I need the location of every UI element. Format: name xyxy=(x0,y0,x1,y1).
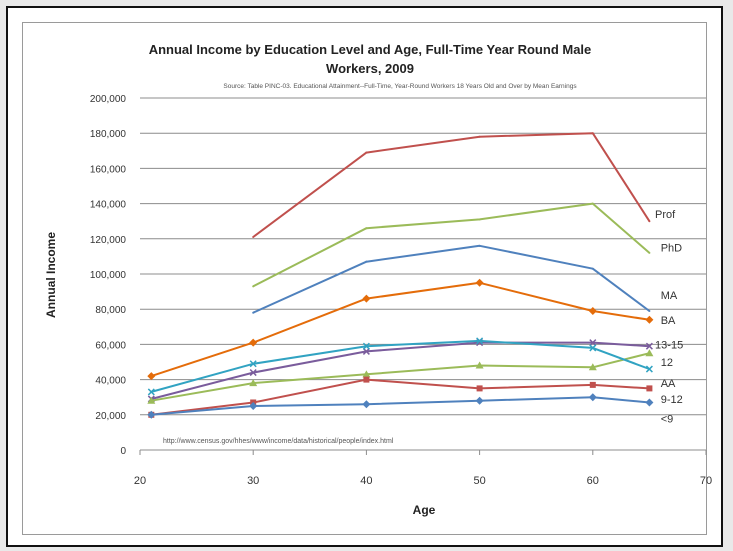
data-point xyxy=(365,260,368,263)
data-point xyxy=(476,337,484,345)
chart-title-line1: Annual Income by Education Level and Age… xyxy=(149,42,592,57)
x-tick-label: 30 xyxy=(247,475,259,487)
data-point xyxy=(147,388,155,396)
series-Prof xyxy=(252,132,651,239)
series-BA xyxy=(147,278,654,381)
data-point xyxy=(249,379,258,387)
data-point xyxy=(249,369,257,377)
series-line xyxy=(151,396,650,416)
y-tick-label: 160,000 xyxy=(90,164,127,175)
data-point xyxy=(645,398,654,407)
series-label-layer: Prof PhD MA BA 13-15 12 AA 9-12 <9 xyxy=(655,209,683,425)
series-line xyxy=(151,341,650,400)
data-point xyxy=(362,342,370,350)
data-point xyxy=(648,220,651,223)
series-end-label: BA xyxy=(661,315,676,327)
data-point xyxy=(645,315,654,324)
y-tick-label: 60,000 xyxy=(95,340,126,351)
data-point xyxy=(588,363,597,371)
series-end-label: MA xyxy=(661,290,678,302)
series-PhD xyxy=(252,202,651,288)
y-tick-label: 180,000 xyxy=(90,129,127,140)
series-end-label: <9 xyxy=(661,413,674,425)
series-MA xyxy=(252,244,651,314)
y-tick-label: 40,000 xyxy=(95,376,126,387)
data-point xyxy=(362,294,371,303)
y-tick-label: 140,000 xyxy=(90,200,127,211)
chart-title-line2: Workers, 2009 xyxy=(326,61,414,76)
y-tick-label: 100,000 xyxy=(90,270,127,281)
data-point xyxy=(249,338,258,347)
data-point xyxy=(591,267,594,270)
x-tick-label: 20 xyxy=(134,475,146,487)
data-point xyxy=(249,402,258,410)
data-point xyxy=(249,360,257,368)
data-point xyxy=(475,278,484,287)
y-tick-label: 0 xyxy=(120,446,126,457)
data-point xyxy=(645,349,654,357)
data-point xyxy=(645,342,653,350)
data-point xyxy=(147,372,156,381)
axis-layer: 0 20,000 40,000 60,000 80,000 100,000 120,000 1… xyxy=(90,94,712,487)
data-point xyxy=(588,306,597,315)
series-end-label: 12 xyxy=(661,357,673,369)
data-point xyxy=(478,135,481,138)
data-point xyxy=(478,244,481,247)
data-point xyxy=(591,132,594,135)
series-end-label: AA xyxy=(661,378,676,390)
series-end-label: Prof xyxy=(655,209,676,221)
data-point xyxy=(589,381,596,388)
series-line xyxy=(151,339,650,393)
data-point xyxy=(475,396,484,405)
series-line xyxy=(151,378,650,416)
data-point xyxy=(589,344,597,352)
series-9 xyxy=(147,393,654,419)
x-tick-label: 40 xyxy=(360,475,372,487)
data-point xyxy=(475,361,484,369)
series-line xyxy=(151,352,650,402)
series-layer xyxy=(147,132,654,419)
series-end-label: 13-15 xyxy=(655,339,683,351)
data-point xyxy=(588,393,597,402)
data-point xyxy=(363,376,370,383)
data-point xyxy=(646,385,653,392)
data-point xyxy=(252,285,255,288)
data-point xyxy=(591,202,594,205)
data-point xyxy=(589,339,597,347)
y-tick-label: 80,000 xyxy=(95,305,126,316)
data-point xyxy=(147,410,156,419)
x-axis-label: Age xyxy=(413,503,436,517)
x-tick-label: 50 xyxy=(473,475,485,487)
data-point xyxy=(648,251,651,254)
y-tick-label: 200,000 xyxy=(90,94,127,105)
series-line xyxy=(150,281,650,378)
data-point xyxy=(362,370,371,378)
data-point xyxy=(362,400,371,409)
source-url: http://www.census.gov/hhes/www/income/da… xyxy=(163,438,394,445)
series-AA xyxy=(147,337,653,396)
series-12 xyxy=(147,349,654,404)
x-tick-label: 60 xyxy=(587,475,599,487)
data-point xyxy=(478,218,481,221)
data-point xyxy=(147,396,156,404)
y-tick-label: 20,000 xyxy=(95,411,126,422)
y-axis-label: Annual Income xyxy=(44,232,58,318)
data-point xyxy=(252,236,255,239)
data-point xyxy=(365,151,368,154)
series-end-label: 9-12 xyxy=(661,394,683,406)
x-tick-label: 70 xyxy=(700,475,712,487)
data-point xyxy=(645,365,653,373)
data-point xyxy=(476,385,483,392)
data-point xyxy=(362,347,370,355)
y-tick-label: 120,000 xyxy=(90,235,127,246)
data-point xyxy=(648,309,651,312)
data-point xyxy=(365,227,368,230)
chart-subtitle: Source: Table PINC-03. Educational Attai… xyxy=(223,83,577,90)
series-end-label: PhD xyxy=(661,243,682,255)
data-point xyxy=(252,311,255,314)
